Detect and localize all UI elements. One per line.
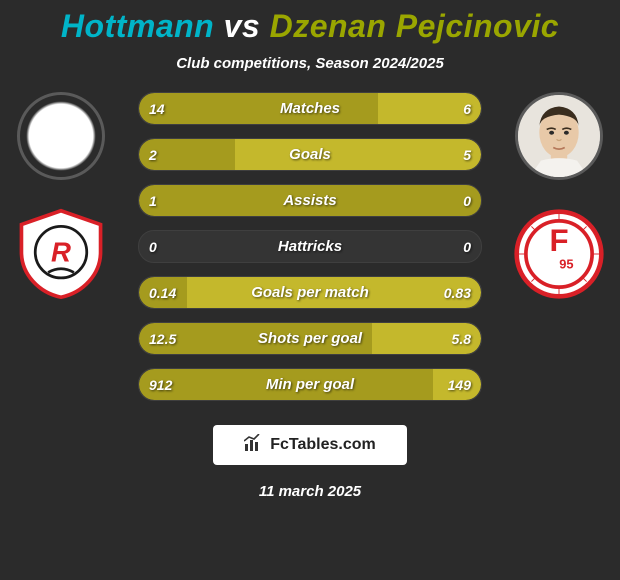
bar-fill-left [139, 139, 235, 170]
stat-row: Assists10 [138, 184, 482, 217]
bar-fill-left [139, 185, 481, 216]
stat-row: Min per goal912149 [138, 368, 482, 401]
fctables-label: FcTables.com [270, 436, 376, 454]
bar-fill-left [139, 323, 372, 354]
player2-club-badge: F 95 [513, 208, 605, 300]
footer-date: 11 march 2025 [0, 483, 620, 500]
title-vs: vs [224, 8, 270, 44]
stat-value-right: 0 [463, 231, 471, 262]
stat-row: Goals per match0.140.83 [138, 276, 482, 309]
bar-fill-right [433, 369, 481, 400]
bar-fill-right [372, 323, 481, 354]
svg-text:95: 95 [559, 257, 573, 272]
title-player1: Hottmann [61, 8, 214, 44]
page-title: Hottmann vs Dzenan Pejcinovic [0, 0, 620, 45]
bar-fill-left [139, 93, 378, 124]
bar-fill-left [139, 369, 433, 400]
stat-row: Shots per goal12.55.8 [138, 322, 482, 355]
stat-label: Hattricks [139, 231, 481, 262]
comparison-content: R F [0, 92, 620, 401]
stat-row: Hattricks0 0 [138, 230, 482, 263]
chart-icon [244, 434, 264, 457]
fctables-badge[interactable]: FcTables.com [213, 425, 407, 465]
right-player-column: F 95 [504, 92, 614, 300]
left-player-column: R [6, 92, 116, 300]
player1-club-badge: R [15, 208, 107, 300]
svg-text:R: R [51, 236, 71, 267]
stat-row: Goals25 [138, 138, 482, 171]
bar-fill-right [378, 93, 481, 124]
bar-fill-right [235, 139, 481, 170]
svg-text:F: F [549, 223, 568, 258]
stat-row: Matches146 [138, 92, 482, 125]
stat-value-left: 0 [149, 231, 157, 262]
player2-avatar [515, 92, 603, 180]
stat-bars: Matches146 Goals25 Assists10 Hattricks0 0 Goa… [138, 92, 482, 401]
subtitle: Club competitions, Season 2024/2025 [0, 55, 620, 72]
player1-avatar [17, 92, 105, 180]
title-player2: Dzenan Pejcinovic [270, 8, 559, 44]
bar-fill-right [187, 277, 481, 308]
bar-fill-left [139, 277, 187, 308]
